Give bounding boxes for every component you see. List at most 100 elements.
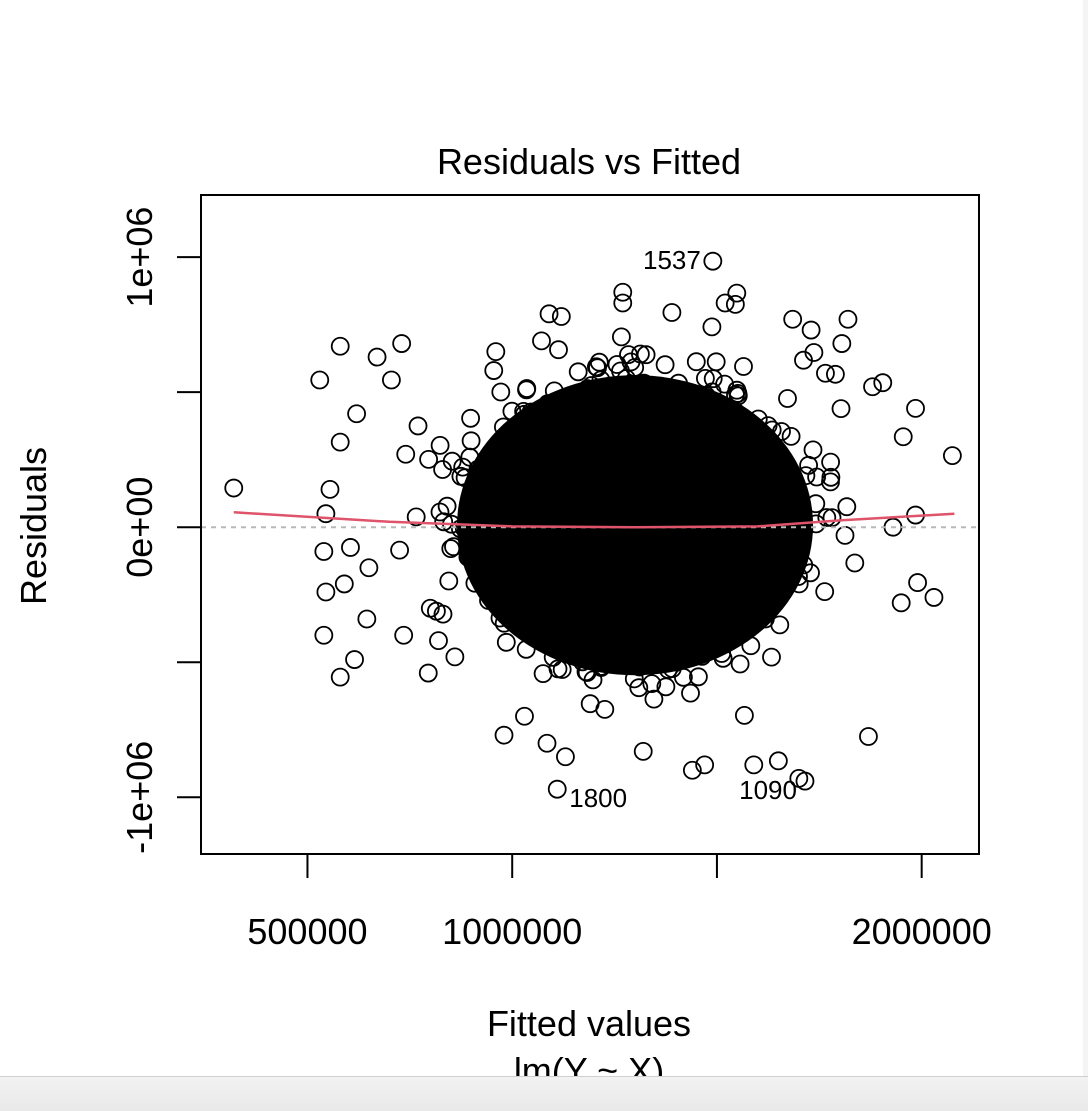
data-point xyxy=(718,452,738,471)
data-point xyxy=(610,484,630,504)
data-point xyxy=(584,638,604,658)
data-point xyxy=(669,373,688,393)
data-point xyxy=(508,502,528,522)
data-point xyxy=(525,527,544,547)
data-point xyxy=(543,647,563,667)
data-point xyxy=(755,488,775,508)
data-point xyxy=(755,609,775,629)
data-point xyxy=(727,283,747,303)
data-point xyxy=(563,597,583,616)
data-point xyxy=(613,293,633,313)
data-point xyxy=(604,546,623,565)
data-point xyxy=(768,548,787,568)
data-point xyxy=(597,474,617,494)
data-point xyxy=(778,389,797,408)
data-point xyxy=(644,654,664,674)
data-point xyxy=(439,571,459,591)
data-point xyxy=(510,506,530,525)
data-point xyxy=(581,649,601,669)
data-point xyxy=(596,485,616,505)
data-point xyxy=(357,609,377,629)
data-point xyxy=(603,386,622,406)
data-point xyxy=(714,454,734,474)
data-point xyxy=(677,594,697,614)
data-point xyxy=(744,755,764,775)
data-point xyxy=(445,647,465,667)
y-tick-label: -1e+06 xyxy=(119,741,160,854)
data-point xyxy=(310,370,330,390)
data-point xyxy=(613,282,633,302)
data-point xyxy=(577,663,597,682)
data-point xyxy=(553,488,573,508)
data-point xyxy=(593,518,613,538)
data-point xyxy=(628,497,648,517)
data-point xyxy=(347,404,367,424)
data-point xyxy=(559,611,578,631)
data-point xyxy=(330,432,350,452)
data-point xyxy=(553,511,573,531)
data-point xyxy=(688,446,708,466)
data-point xyxy=(599,592,619,612)
data-point xyxy=(433,460,453,479)
data-point xyxy=(334,574,354,594)
data-point xyxy=(908,573,927,592)
data-point xyxy=(539,304,559,324)
data-point xyxy=(662,537,682,557)
data-point xyxy=(681,683,700,703)
data-point xyxy=(704,498,724,518)
data-point xyxy=(430,435,450,455)
data-point xyxy=(524,452,544,472)
smooth-line xyxy=(233,511,955,529)
data-point xyxy=(533,482,553,502)
data-point xyxy=(633,741,653,761)
data-point xyxy=(518,557,538,577)
data-point xyxy=(679,499,699,519)
data-point xyxy=(695,755,715,775)
data-point xyxy=(647,539,666,559)
data-point xyxy=(616,650,635,669)
data-point xyxy=(657,650,676,670)
data-point xyxy=(553,554,573,573)
data-point xyxy=(586,520,606,540)
data-point xyxy=(734,357,753,376)
data-point xyxy=(585,448,605,468)
data-point xyxy=(623,432,643,451)
data-point xyxy=(626,548,646,568)
data-point xyxy=(762,647,781,667)
data-point xyxy=(530,590,550,610)
data-point xyxy=(568,362,588,382)
data-point xyxy=(751,500,770,520)
data-point xyxy=(942,446,962,466)
data-point xyxy=(575,586,595,606)
data-point xyxy=(492,594,512,614)
data-point xyxy=(531,510,551,530)
data-point xyxy=(726,483,746,503)
data-point xyxy=(806,494,826,514)
data-point xyxy=(517,380,536,400)
data-point xyxy=(461,431,481,451)
data-point xyxy=(591,370,611,390)
data-point xyxy=(691,528,711,548)
data-point xyxy=(554,614,573,634)
data-point xyxy=(451,466,471,486)
data-point xyxy=(549,340,568,360)
data-point xyxy=(478,527,498,547)
data-point xyxy=(644,689,664,709)
data-point xyxy=(515,706,534,726)
data-point xyxy=(663,551,683,571)
data-point xyxy=(507,466,527,486)
data-point xyxy=(738,466,758,486)
data-point xyxy=(863,377,882,397)
x-axis-sublabel: lm(Y ~ X) xyxy=(514,1050,664,1076)
data-point xyxy=(535,484,555,504)
data-point xyxy=(429,631,448,651)
y-tick-label: 1e+06 xyxy=(119,207,160,308)
data-point xyxy=(682,598,702,618)
data-point xyxy=(548,659,568,679)
data-point xyxy=(681,417,700,437)
data-point xyxy=(758,416,778,436)
data-point xyxy=(673,649,692,669)
data-point xyxy=(461,408,481,428)
data-point xyxy=(528,570,548,589)
data-point xyxy=(569,466,589,486)
